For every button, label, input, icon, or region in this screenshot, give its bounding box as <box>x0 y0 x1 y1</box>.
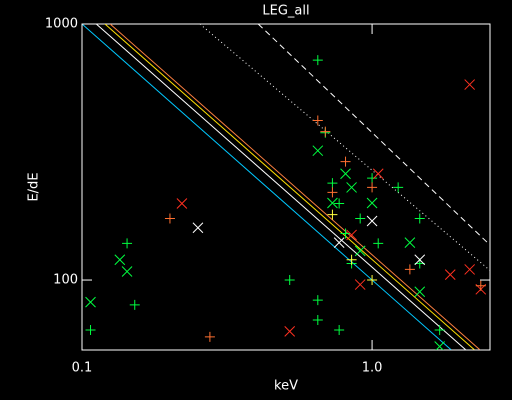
data-point <box>122 238 133 249</box>
data-point <box>434 325 445 336</box>
data-point <box>367 275 378 286</box>
data-point <box>164 213 175 224</box>
data-point <box>312 315 323 326</box>
data-point <box>475 280 486 291</box>
x-tick-label: 1.0 <box>362 361 383 376</box>
data-point <box>312 295 323 306</box>
data-point <box>340 228 351 239</box>
data-point <box>327 178 338 189</box>
plot-area <box>82 24 490 350</box>
data-point <box>393 182 404 193</box>
chart-title: LEG_all <box>262 4 309 19</box>
data-point <box>414 254 426 266</box>
data-point <box>327 187 338 198</box>
resolution-line <box>109 24 481 350</box>
x-tick-label: 0.1 <box>72 361 93 376</box>
data-point <box>355 213 366 224</box>
data-point <box>85 325 96 336</box>
data-point <box>434 341 446 350</box>
data-point <box>404 237 416 248</box>
data-point <box>366 215 378 227</box>
data-point <box>284 326 296 337</box>
data-point <box>404 264 415 275</box>
data-point <box>334 325 345 336</box>
data-point <box>340 156 351 167</box>
y-tick-label: 100 <box>53 273 78 288</box>
data-point <box>312 145 324 157</box>
y-tick-label: 1000 <box>45 17 78 32</box>
data-point <box>129 299 140 310</box>
data-point <box>333 237 345 248</box>
data-point <box>367 182 378 193</box>
data-point <box>204 331 215 342</box>
data-point <box>192 222 204 234</box>
data-point <box>346 182 357 193</box>
data-point <box>320 126 331 137</box>
data-point <box>327 197 338 209</box>
resolution-line <box>104 24 475 350</box>
data-point <box>327 209 338 220</box>
data-point <box>372 168 384 180</box>
data-point <box>373 238 384 249</box>
data-point <box>414 286 426 298</box>
resolution-line <box>82 24 452 350</box>
data-point <box>367 173 378 184</box>
x-axis-label: keV <box>274 379 298 394</box>
data-point <box>284 275 295 286</box>
data-point <box>312 115 323 126</box>
data-point <box>354 245 366 257</box>
data-point <box>340 168 351 180</box>
data-point <box>334 198 345 209</box>
data-point <box>176 198 188 209</box>
data-point <box>121 266 133 277</box>
data-point <box>346 229 357 241</box>
data-point <box>464 79 476 90</box>
data-point <box>414 213 425 224</box>
data-point <box>312 55 323 66</box>
resolution-line <box>257 24 490 246</box>
data-point <box>444 269 456 280</box>
data-point <box>346 254 357 265</box>
data-point <box>114 254 126 266</box>
plot-frame <box>81 23 491 351</box>
data-point <box>354 279 366 290</box>
data-point <box>366 197 378 209</box>
data-point <box>85 296 96 308</box>
resolution-line <box>95 24 466 350</box>
data-point <box>464 264 476 275</box>
y-axis-label: E/dE <box>27 172 42 201</box>
